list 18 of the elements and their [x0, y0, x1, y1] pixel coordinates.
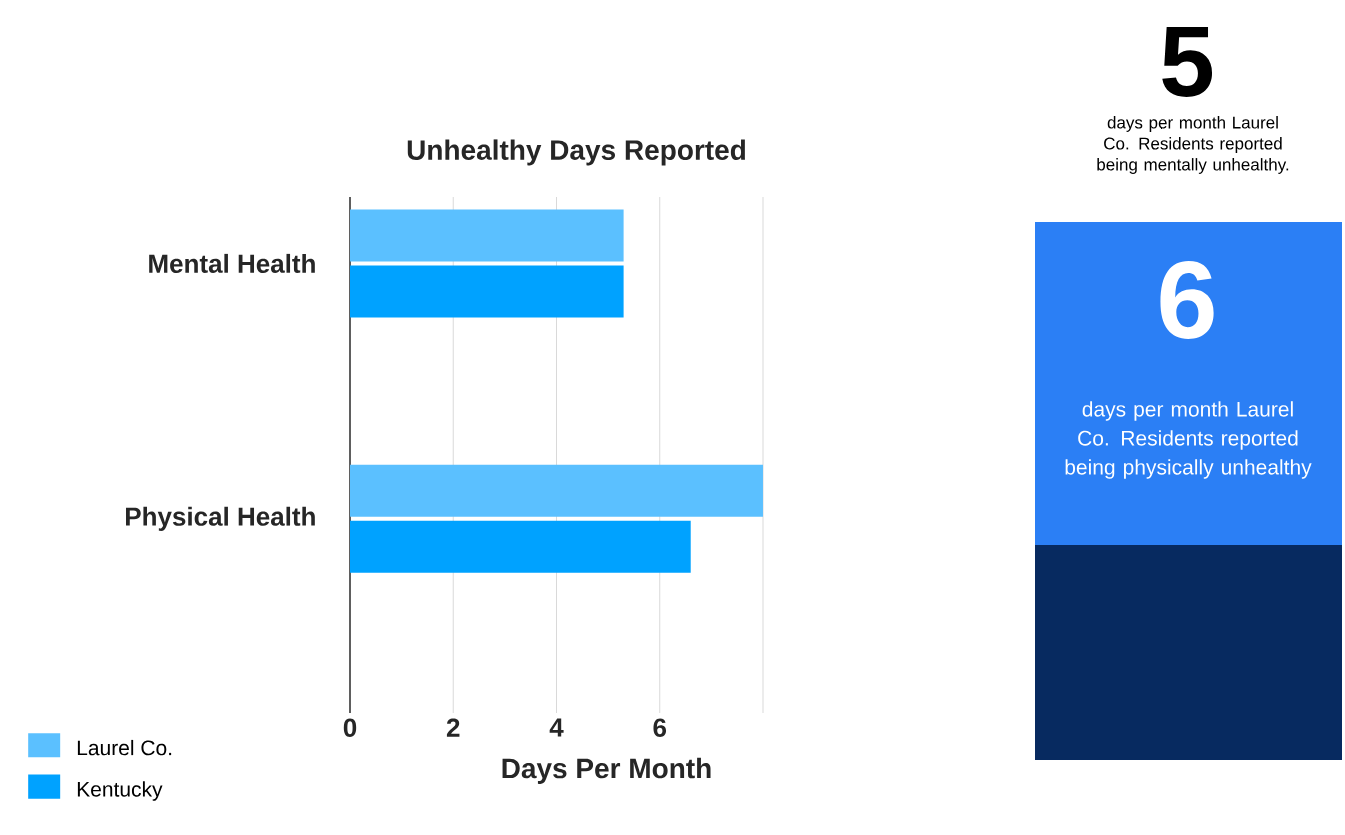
text: 6: [1160, 261, 1214, 339]
x-axis-title: Days Per Month: [502, 757, 711, 784]
bar: [350, 464, 763, 517]
y-tick-label: Physical Health: [126, 506, 315, 531]
x-tick-label: 4: [549, 718, 564, 737]
bar: [350, 209, 624, 262]
text: 5: [1162, 27, 1213, 97]
x-tick-label: 6: [653, 718, 667, 737]
x-tick-label: 2: [446, 718, 460, 737]
text: days per month Laurel Co. Residents reported being mentally unhealthy.: [1097, 116, 1289, 174]
y-tick-label: Mental Health: [149, 253, 315, 273]
x-tick-label: 0: [343, 718, 357, 737]
legend-label: Laurel Co.: [77, 739, 172, 756]
bar: [350, 265, 624, 318]
text: days per month Laurel Co. Residents reported being physically unhealthy: [1065, 401, 1312, 479]
bar: [350, 520, 691, 573]
chart-title: Unhealthy Days Reported: [407, 139, 745, 166]
legend-label: Kentucky: [77, 781, 163, 801]
